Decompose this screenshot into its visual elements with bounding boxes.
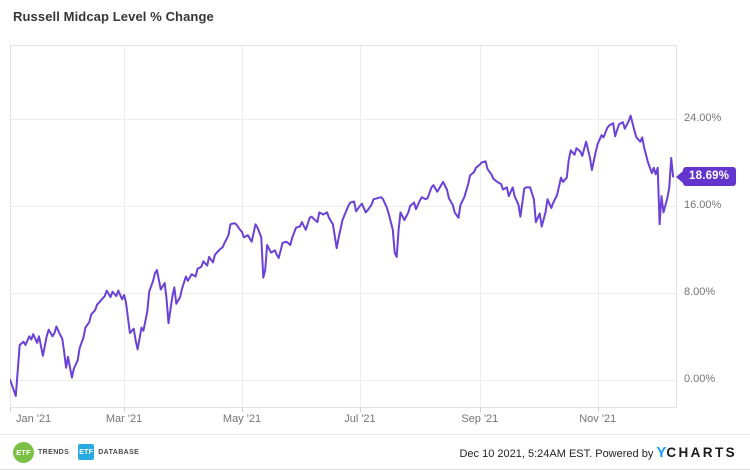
footer-logos: ETF TRENDS ETF DATABASE: [13, 441, 139, 463]
timestamp: Dec 10 2021, 5:24AM EST. Powered by: [459, 447, 654, 460]
etf-database-label: DATABASE: [98, 448, 140, 456]
footer-stamp: Dec 10 2021, 5:24AM EST. Powered by Y CH…: [459, 444, 737, 461]
ycharts-logo-y: Y: [656, 443, 667, 461]
y-axis-label: 0.00%: [684, 372, 716, 385]
x-axis-label: May '21: [222, 413, 262, 425]
badge-value: 18.69%: [683, 167, 737, 187]
x-axis-label: Sep '21: [461, 413, 499, 425]
etf-trends-label: TRENDS: [38, 448, 70, 456]
x-axis-label: Mar '21: [105, 413, 143, 425]
etf-database-logo: ETF DATABASE: [78, 444, 139, 460]
x-axis-tick: [124, 408, 125, 412]
x-axis-label: Nov '21: [579, 413, 617, 425]
plot-area: [10, 45, 677, 408]
ycharts-logo: Y CHARTS: [656, 444, 737, 461]
x-axis-tick: [242, 408, 243, 412]
y-axis-label: 16.00%: [684, 198, 722, 211]
x-axis-tick: [360, 408, 361, 412]
etf-trends-logo: ETF TRENDS: [13, 441, 70, 463]
etf-trends-icon: ETF: [13, 441, 34, 463]
ycharts-logo-charts: CHARTS: [666, 444, 737, 460]
x-axis-tick: [598, 408, 599, 412]
chart-title: Russell Midcap Level % Change: [13, 9, 214, 24]
x-axis-tick: [10, 408, 11, 412]
plot-border: [10, 45, 677, 408]
footer: ETF TRENDS ETF DATABASE Dec 10 2021, 5:2…: [0, 434, 750, 469]
last-value-badge: 18.69%: [676, 167, 737, 187]
x-axis-label: Jan '21: [16, 413, 52, 425]
x-axis-tick: [480, 408, 481, 412]
badge-arrow-icon: [676, 170, 683, 183]
x-axis-label: Jul '21: [344, 413, 376, 425]
y-axis-label: 8.00%: [684, 285, 716, 298]
y-axis-label: 24.00%: [684, 111, 722, 124]
series-line: [10, 114, 675, 397]
etf-database-icon: ETF: [78, 444, 95, 460]
